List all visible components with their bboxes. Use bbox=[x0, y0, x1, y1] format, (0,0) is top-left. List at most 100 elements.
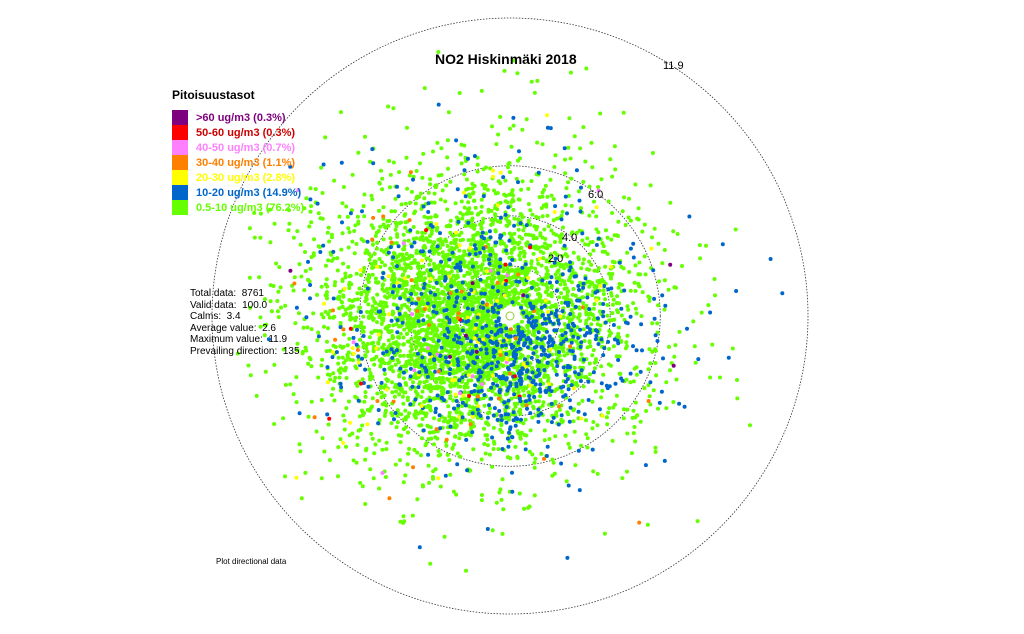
data-point bbox=[338, 320, 343, 325]
data-point bbox=[478, 222, 483, 227]
data-point bbox=[526, 375, 531, 380]
data-point bbox=[424, 236, 429, 241]
data-point bbox=[454, 344, 459, 349]
data-point bbox=[463, 299, 468, 304]
data-point bbox=[521, 249, 526, 254]
data-point bbox=[363, 353, 368, 358]
data-point bbox=[551, 218, 556, 223]
data-point bbox=[491, 413, 496, 418]
data-point bbox=[319, 312, 324, 317]
data-point bbox=[491, 348, 496, 353]
data-point bbox=[454, 300, 459, 305]
data-point bbox=[316, 375, 321, 380]
data-point bbox=[471, 447, 476, 452]
data-point bbox=[540, 142, 545, 147]
data-point bbox=[254, 393, 259, 398]
data-point bbox=[581, 285, 586, 290]
data-point bbox=[469, 326, 473, 330]
data-point bbox=[523, 299, 528, 303]
data-point bbox=[503, 286, 508, 291]
data-point bbox=[318, 250, 323, 254]
data-point bbox=[503, 199, 508, 204]
data-point bbox=[422, 196, 427, 201]
data-point bbox=[395, 259, 400, 264]
data-point bbox=[485, 415, 490, 420]
data-point bbox=[394, 348, 399, 353]
data-point bbox=[398, 440, 403, 445]
data-point bbox=[409, 292, 414, 296]
data-point bbox=[344, 376, 349, 380]
data-point bbox=[349, 282, 354, 287]
data-point bbox=[309, 327, 314, 332]
data-point bbox=[603, 297, 608, 302]
data-point bbox=[532, 460, 537, 465]
data-point bbox=[677, 401, 682, 406]
data-point bbox=[490, 464, 495, 469]
data-point bbox=[402, 293, 407, 298]
data-point bbox=[350, 346, 355, 351]
data-point bbox=[616, 234, 620, 238]
data-point bbox=[533, 456, 538, 461]
data-point bbox=[571, 314, 576, 319]
data-point bbox=[386, 338, 391, 343]
data-point bbox=[303, 470, 308, 475]
data-point bbox=[453, 351, 458, 356]
data-point bbox=[489, 222, 493, 227]
data-point bbox=[518, 221, 523, 226]
data-point bbox=[525, 294, 530, 299]
data-point bbox=[648, 380, 653, 385]
data-point bbox=[291, 288, 296, 293]
data-point bbox=[235, 351, 240, 356]
data-point bbox=[451, 489, 456, 494]
data-point bbox=[272, 422, 277, 426]
data-point bbox=[384, 387, 389, 392]
data-point bbox=[369, 431, 374, 436]
data-point bbox=[591, 469, 596, 474]
data-point bbox=[614, 301, 619, 305]
data-point bbox=[442, 333, 447, 338]
data-point bbox=[693, 360, 698, 365]
data-point bbox=[488, 252, 493, 257]
data-point bbox=[656, 406, 660, 411]
data-point bbox=[614, 393, 619, 398]
data-point bbox=[618, 372, 623, 376]
data-point bbox=[425, 346, 430, 351]
data-point bbox=[459, 420, 464, 425]
data-point bbox=[368, 467, 373, 472]
data-point bbox=[399, 412, 404, 417]
data-point bbox=[489, 385, 494, 390]
data-point bbox=[372, 451, 377, 456]
data-point bbox=[421, 411, 426, 416]
data-point bbox=[453, 434, 458, 439]
data-point bbox=[386, 345, 391, 350]
data-point bbox=[508, 456, 513, 461]
data-point bbox=[607, 406, 612, 411]
data-point bbox=[532, 90, 537, 95]
data-point bbox=[399, 202, 404, 207]
data-point bbox=[469, 319, 474, 324]
data-point bbox=[558, 264, 563, 269]
data-point bbox=[431, 476, 435, 481]
data-point bbox=[581, 125, 586, 130]
data-point bbox=[470, 222, 475, 227]
data-point bbox=[680, 264, 684, 268]
data-point bbox=[448, 472, 453, 477]
data-point bbox=[636, 272, 641, 277]
data-point bbox=[403, 276, 408, 281]
data-point bbox=[507, 300, 512, 305]
data-point bbox=[382, 312, 387, 317]
data-point bbox=[356, 297, 360, 302]
data-point bbox=[471, 190, 476, 195]
data-point bbox=[439, 282, 444, 286]
data-point bbox=[468, 422, 473, 427]
data-point bbox=[415, 450, 420, 455]
data-point bbox=[437, 376, 442, 381]
data-point bbox=[433, 467, 438, 472]
data-point bbox=[455, 340, 460, 345]
data-point bbox=[466, 318, 471, 323]
data-point bbox=[258, 315, 263, 320]
data-point bbox=[560, 419, 565, 424]
data-point bbox=[631, 379, 636, 384]
data-point bbox=[326, 422, 331, 427]
data-point bbox=[563, 203, 568, 208]
